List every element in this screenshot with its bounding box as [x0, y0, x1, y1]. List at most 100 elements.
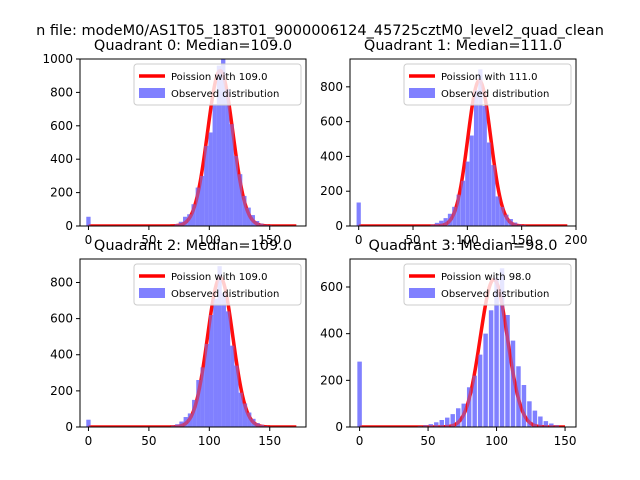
x-tick-label: 100: [485, 434, 508, 448]
y-tick-label: 800: [50, 85, 73, 99]
histogram-bar-overlay: [221, 59, 226, 226]
subplot-title: Quadrant 3: Median=98.0: [369, 238, 558, 254]
histogram-bar-overlay: [452, 206, 457, 226]
histogram-bar-overlay: [178, 221, 184, 226]
histogram-bar-overlay: [174, 223, 179, 226]
histogram-bar-overlay: [513, 222, 518, 226]
y-tick-label: 0: [335, 219, 343, 233]
histogram-bar-overlay: [445, 417, 450, 427]
histogram-bar-overlay: [516, 366, 521, 427]
histogram-bar-overlay: [259, 223, 264, 226]
legend-bar-swatch: [409, 88, 435, 98]
x-tick-label: 0: [85, 434, 93, 448]
histogram-bar-overlay: [434, 422, 439, 427]
y-tick-label: 400: [320, 149, 343, 163]
legend-box: [403, 263, 572, 306]
y-tick-label: 400: [320, 327, 343, 341]
x-axis-ticks: 0 50 100 150 200: [355, 226, 587, 247]
histogram-bar-overlay: [456, 194, 461, 226]
histogram-bars-overlay: [86, 59, 277, 226]
legend-box: [133, 263, 302, 306]
histogram-bar-overlay: [488, 310, 494, 427]
legend-box: [133, 63, 302, 106]
histogram-bar-overlay: [187, 214, 192, 226]
histogram-bar-overlay: [86, 216, 91, 226]
x-axis-ticks: 0 50 100 150: [356, 427, 576, 448]
histogram-bar-overlay: [250, 215, 255, 226]
histogram-bar-overlay: [259, 424, 265, 427]
figure-suptitle: n file: modeM0/AS1T05_183T01_9000006124_…: [36, 23, 604, 39]
axes-frame: [349, 258, 577, 428]
histogram-bar-overlay: [230, 345, 235, 427]
x-tick-label: 50: [405, 233, 420, 247]
histogram-bar-overlay: [86, 419, 91, 427]
x-tick-label: 150: [258, 233, 281, 247]
histogram-bar-overlay: [499, 268, 505, 427]
histogram-bar-overlay: [521, 224, 526, 226]
y-axis-ticks: 0 200 400 600 800: [320, 80, 350, 233]
histogram-bar-overlay: [217, 266, 222, 427]
legend-label-observed: Observed distribution: [171, 89, 279, 100]
histogram-bar-overlay: [495, 196, 500, 226]
x-tick-label: 150: [510, 233, 533, 247]
y-axis-ticks: 0 200 400 600: [320, 280, 350, 434]
histogram-bar-overlay: [500, 206, 505, 226]
y-tick-label: 400: [50, 348, 73, 362]
y-tick-label: 200: [320, 373, 343, 387]
histogram-bar-overlay: [187, 413, 193, 427]
histogram-bar-overlay: [466, 387, 472, 427]
histogram-bar-overlay: [254, 220, 260, 226]
x-tick-label: 150: [258, 434, 281, 448]
histogram-bar-overlay: [242, 403, 248, 427]
subplot-grid: Quadrant 0: Median=109.0 0 50 100 150 0 200 400…: [42, 38, 587, 448]
histogram-bar-overlay: [195, 187, 200, 226]
histogram-bars-overlay: [356, 69, 531, 226]
legend-bar-swatch: [139, 88, 165, 98]
x-tick-label: 50: [141, 434, 156, 448]
axes-frame: [79, 258, 307, 428]
histogram-bar-overlay: [204, 343, 210, 427]
histogram-bar-overlay: [483, 333, 488, 427]
histogram-bar-overlay: [229, 124, 234, 226]
histogram-bar-overlay: [491, 165, 496, 226]
x-tick-label: 100: [198, 434, 221, 448]
x-tick-label: 0: [355, 233, 363, 247]
subplot-title: Quadrant 2: Median=109.0: [94, 238, 292, 254]
y-tick-label: 600: [320, 280, 343, 294]
histogram-bar-overlay: [549, 423, 554, 427]
legend-label-fit: Poission with 109.0: [171, 272, 267, 283]
y-tick-label: 200: [50, 186, 73, 200]
legend-label-observed: Observed distribution: [441, 89, 549, 100]
y-tick-label: 400: [50, 152, 73, 166]
histogram-bar-overlay: [527, 401, 532, 427]
histogram-bar-overlay: [443, 218, 448, 226]
histogram-bar-overlay: [246, 207, 251, 226]
histogram-bar-overlay: [192, 399, 197, 427]
histogram-bar-overlay: [423, 425, 428, 427]
subplot-title: Quadrant 1: Median=111.0: [364, 38, 562, 54]
histogram-bar-overlay: [263, 224, 268, 226]
legend: Poission with 109.0 Observed distribution: [133, 263, 302, 306]
y-tick-label: 800: [50, 275, 73, 289]
histogram-bar-overlay: [521, 385, 527, 427]
y-axis-ticks: 0 200 400 600 800 1000: [42, 52, 80, 233]
y-tick-label: 1000: [42, 52, 73, 66]
histogram-bar-overlay: [482, 105, 487, 226]
histogram-bar-overlay: [469, 135, 474, 226]
legend-label-fit: Poission with 111.0: [441, 72, 537, 83]
histogram-bar-overlay: [504, 214, 509, 226]
histogram-bar-overlay: [447, 213, 453, 226]
plot-area: [86, 266, 297, 427]
y-tick-label: 600: [50, 312, 73, 326]
histogram-bar-overlay: [517, 224, 522, 226]
histogram-bar-overlay: [221, 293, 226, 427]
y-tick-label: 200: [320, 184, 343, 198]
subplot-quadrant-2: Quadrant 2: Median=109.0 0 50 100 150 0 200 400…: [50, 238, 307, 448]
histogram-bar-overlay: [208, 132, 213, 226]
histogram-bar-overlay: [238, 392, 243, 427]
histogram-bar-overlay: [200, 367, 205, 427]
y-tick-label: 200: [50, 384, 73, 398]
histogram-bar-overlay: [428, 424, 434, 427]
histogram-bar-overlay: [456, 408, 461, 427]
